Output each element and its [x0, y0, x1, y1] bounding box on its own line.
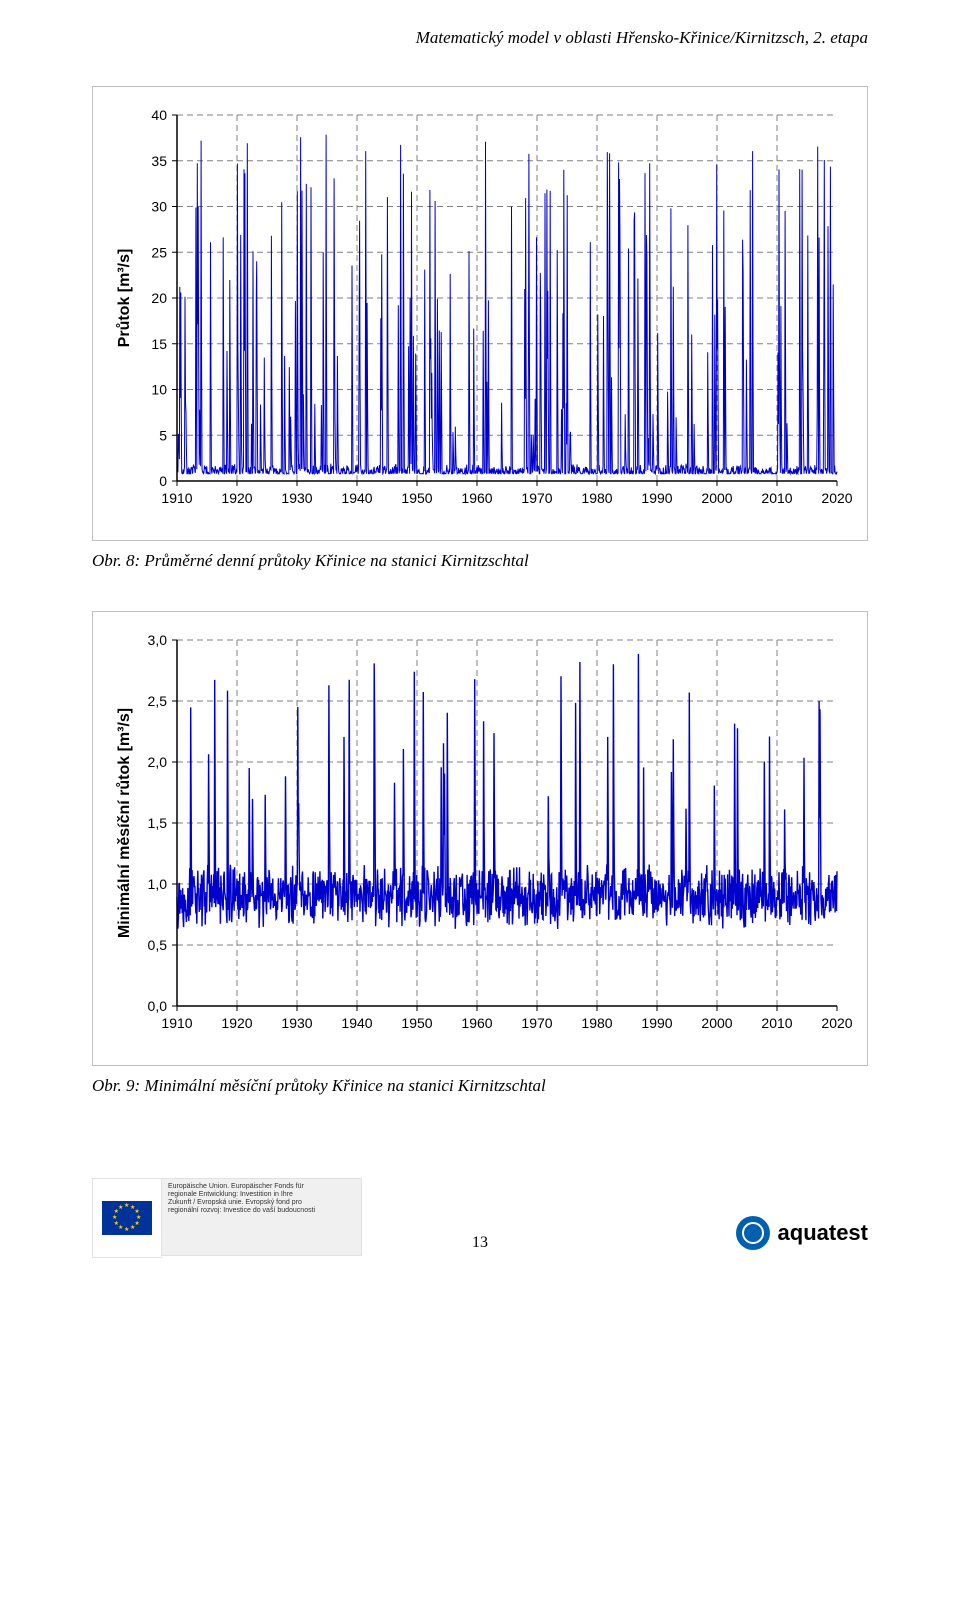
svg-text:2,5: 2,5	[148, 693, 168, 709]
chart-1: 0 5 10 15 20 25 30 35 40 1910 1920 1930 1940 1950 1960…	[107, 101, 855, 521]
svg-text:1950: 1950	[401, 490, 432, 506]
svg-text:35: 35	[151, 153, 167, 169]
aquatest-label: aquatest	[778, 1220, 868, 1246]
svg-text:Průtok [m³/s]: Průtok [m³/s]	[116, 249, 133, 348]
svg-text:2020: 2020	[821, 1015, 852, 1031]
svg-text:1970: 1970	[521, 1015, 552, 1031]
svg-text:1980: 1980	[581, 1015, 612, 1031]
svg-text:15: 15	[151, 336, 167, 352]
svg-text:1970: 1970	[521, 490, 552, 506]
svg-text:2010: 2010	[761, 1015, 792, 1031]
svg-text:1990: 1990	[641, 1015, 672, 1031]
page-footer: ★★★★★★★★★★★★ Europäische Union. Europäis…	[0, 1156, 960, 1286]
svg-text:1910: 1910	[161, 1015, 192, 1031]
svg-text:0,5: 0,5	[148, 937, 168, 953]
caption-2: Obr. 9: Minimální měsíční průtoky Křinic…	[92, 1076, 868, 1096]
svg-text:1,5: 1,5	[148, 815, 168, 831]
svg-text:1910: 1910	[161, 490, 192, 506]
svg-text:1930: 1930	[281, 1015, 312, 1031]
svg-text:1920: 1920	[221, 1015, 252, 1031]
chart-2-frame: 0,0 0,5 1,0 1,5 2,0 2,5 3,0 1910 1920 1930 1940 195…	[92, 611, 868, 1066]
svg-text:2020: 2020	[821, 490, 852, 506]
svg-text:2000: 2000	[701, 1015, 732, 1031]
svg-text:1940: 1940	[341, 490, 372, 506]
svg-text:1990: 1990	[641, 490, 672, 506]
svg-text:10: 10	[151, 382, 167, 398]
svg-text:1960: 1960	[461, 490, 492, 506]
svg-text:0,0: 0,0	[148, 998, 168, 1014]
aquatest-logo-icon	[736, 1216, 770, 1250]
aquatest-logo-block: aquatest	[736, 1216, 868, 1250]
svg-text:2000: 2000	[701, 490, 732, 506]
svg-text:1930: 1930	[281, 490, 312, 506]
chart-1-frame: 0 5 10 15 20 25 30 35 40 1910 1920 1930 1940 1950 1960…	[92, 86, 868, 541]
svg-text:1920: 1920	[221, 490, 252, 506]
svg-text:Minimální měsíční růtok [m³/s]: Minimální měsíční růtok [m³/s]	[116, 708, 133, 938]
caption-1: Obr. 8: Průměrné denní průtoky Křinice n…	[92, 551, 868, 571]
svg-text:1980: 1980	[581, 490, 612, 506]
svg-text:2,0: 2,0	[148, 754, 168, 770]
svg-text:0: 0	[159, 473, 167, 489]
svg-text:5: 5	[159, 427, 167, 443]
page-header: Matematický model v oblasti Hřensko-Křin…	[0, 0, 960, 56]
header-title: Matematický model v oblasti Hřensko-Křin…	[416, 28, 868, 47]
svg-text:20: 20	[151, 290, 167, 306]
svg-text:25: 25	[151, 244, 167, 260]
svg-text:40: 40	[151, 107, 167, 123]
svg-text:30: 30	[151, 199, 167, 215]
chart-2: 0,0 0,5 1,0 1,5 2,0 2,5 3,0 1910 1920 1930 1940 195…	[107, 626, 855, 1046]
svg-text:1960: 1960	[461, 1015, 492, 1031]
svg-text:2010: 2010	[761, 490, 792, 506]
svg-text:3,0: 3,0	[148, 632, 168, 648]
svg-text:1940: 1940	[341, 1015, 372, 1031]
svg-text:1,0: 1,0	[148, 876, 168, 892]
svg-text:1950: 1950	[401, 1015, 432, 1031]
